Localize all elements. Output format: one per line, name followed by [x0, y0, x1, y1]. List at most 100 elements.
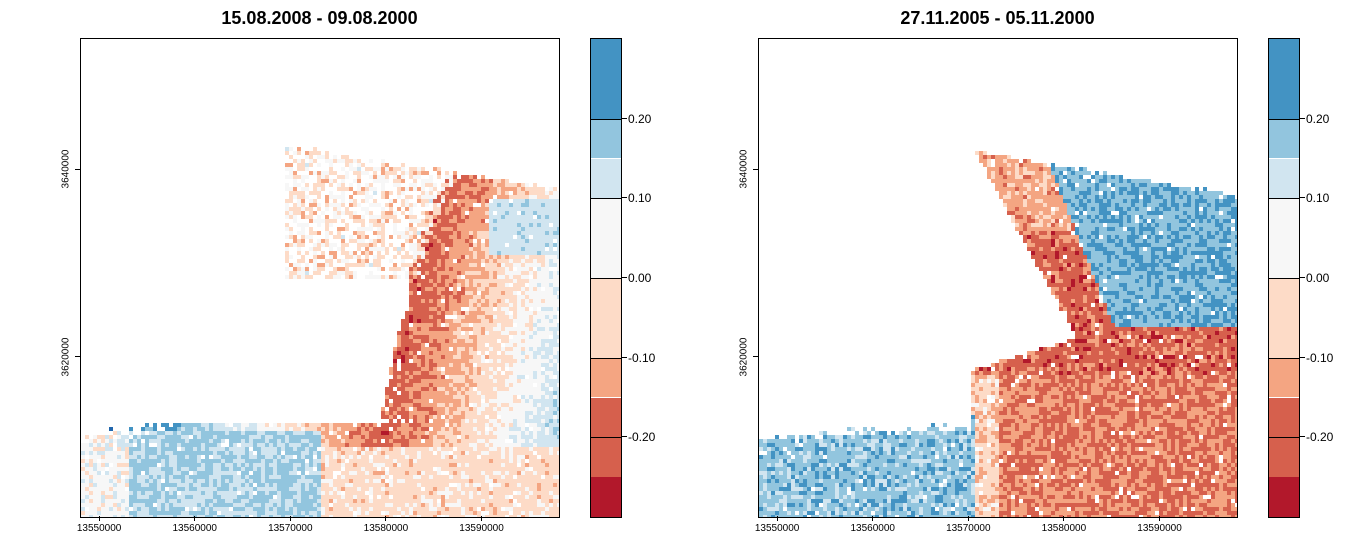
raster-cell: [413, 167, 417, 171]
raster-cell: [393, 439, 397, 443]
raster-cell: [385, 219, 389, 223]
raster-cell: [449, 379, 453, 383]
raster-cell: [461, 451, 465, 455]
raster-cell: [93, 455, 97, 459]
raster-cell: [245, 443, 249, 447]
raster-cell: [377, 219, 381, 223]
raster-cell: [357, 235, 361, 239]
raster-cell: [237, 451, 241, 455]
raster-cell: [537, 431, 541, 435]
raster-cell: [525, 219, 529, 223]
raster-cell: [557, 447, 559, 451]
raster-cell: [549, 363, 553, 367]
raster-cell: [445, 367, 449, 371]
raster-cell: [417, 239, 421, 243]
raster-cell: [485, 347, 489, 351]
raster-cell: [533, 239, 537, 243]
raster-cell: [457, 279, 461, 283]
raster-cell: [325, 487, 329, 491]
raster-cell: [405, 459, 409, 463]
raster-cell: [425, 359, 429, 363]
raster-cell: [397, 335, 401, 339]
raster-cell: [517, 255, 521, 259]
raster-cell: [173, 491, 177, 495]
raster-cell: [301, 275, 305, 279]
raster-cell: [521, 255, 525, 259]
raster-cell: [281, 487, 285, 491]
raster-cell: [521, 455, 525, 459]
raster-cell: [361, 467, 365, 471]
raster-cell: [293, 487, 297, 491]
raster-cell: [317, 467, 321, 471]
raster-cell: [509, 331, 513, 335]
raster-cell: [521, 199, 525, 203]
raster-cell: [401, 359, 405, 363]
raster-cell: [249, 463, 253, 467]
raster-cell: [233, 463, 237, 467]
raster-cell: [277, 447, 281, 451]
raster-cell: [533, 255, 537, 259]
raster-cell: [525, 383, 529, 387]
raster-cell: [533, 455, 537, 459]
raster-cell: [217, 427, 221, 431]
raster-cell: [341, 159, 345, 163]
raster-cell: [557, 263, 559, 267]
raster-cell: [469, 491, 473, 495]
raster-cell: [317, 451, 321, 455]
raster-cell: [437, 283, 441, 287]
raster-cell: [305, 167, 309, 171]
raster-cell: [137, 439, 141, 443]
raster-cell: [445, 231, 449, 235]
raster-cell: [389, 443, 393, 447]
raster-cell: [509, 395, 513, 399]
raster-cell: [477, 223, 481, 227]
raster-cell: [437, 459, 441, 463]
raster-cell: [557, 391, 559, 395]
raster-cell: [229, 475, 233, 479]
raster-cell: [505, 351, 509, 355]
raster-cell: [345, 491, 349, 495]
raster-cell: [521, 359, 525, 363]
raster-cell: [481, 331, 485, 335]
raster-cell: [365, 259, 369, 263]
raster-cell: [465, 395, 469, 399]
raster-cell: [433, 283, 437, 287]
raster-cell: [509, 367, 513, 371]
raster-cell: [317, 483, 321, 487]
raster-cell: [517, 359, 521, 363]
raster-cell: [433, 427, 437, 431]
raster-cell: [409, 299, 413, 303]
raster-cell: [169, 467, 173, 471]
raster-cell: [541, 427, 545, 431]
raster-cell: [81, 447, 85, 451]
raster-cell: [417, 447, 421, 451]
raster-cell: [137, 471, 141, 475]
raster-cell: [537, 391, 541, 395]
raster-cell: [493, 347, 497, 351]
raster-cell: [217, 487, 221, 491]
raster-cell: [469, 263, 473, 267]
raster-cell: [501, 491, 505, 495]
raster-cell: [453, 427, 457, 431]
raster-cell: [349, 463, 353, 467]
raster-cell: [201, 439, 205, 443]
raster-cell: [489, 403, 493, 407]
raster-cell: [189, 439, 193, 443]
raster-cell: [285, 223, 289, 227]
raster-cell: [149, 431, 153, 435]
raster-cell: [485, 243, 489, 247]
raster-cell: [497, 363, 501, 367]
raster-cell: [545, 391, 549, 395]
raster-cell: [545, 283, 549, 287]
raster-cell: [505, 451, 509, 455]
raster-cell: [545, 359, 549, 363]
raster-cell: [417, 187, 421, 191]
raster-cell: [417, 439, 421, 443]
raster-cell: [213, 435, 217, 439]
raster-cell: [549, 431, 553, 435]
raster-cell: [393, 275, 397, 279]
raster-cell: [101, 491, 105, 495]
raster-cell: [349, 459, 353, 463]
raster-cell: [433, 407, 437, 411]
raster-cell: [405, 451, 409, 455]
